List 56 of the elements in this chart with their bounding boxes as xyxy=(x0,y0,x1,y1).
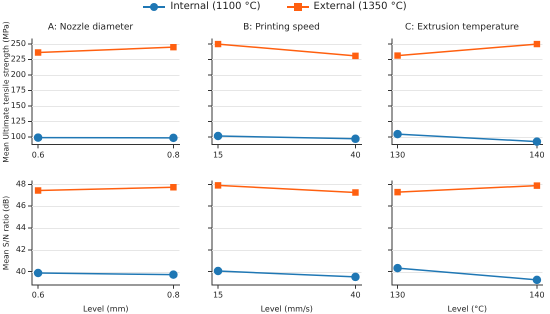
point xyxy=(351,272,360,282)
x-tick-label: 140 xyxy=(529,290,545,300)
y-tick-label: 46 xyxy=(16,201,26,210)
y-tick-label: 40 xyxy=(16,266,26,276)
y-tick-label: 225 xyxy=(10,54,26,64)
chart-title: A: Nozzle diameter xyxy=(48,22,134,33)
point xyxy=(34,133,42,142)
y-tick-label: 250 xyxy=(10,38,26,48)
x-tick-label: 0.6 xyxy=(32,290,44,300)
chart-title: B: Printing speed xyxy=(243,22,320,33)
x-axis-title: Level (mm/s) xyxy=(260,304,313,314)
x-tick-label: 140 xyxy=(529,150,545,160)
x-tick-label: 130 xyxy=(390,290,406,300)
point xyxy=(393,264,402,272)
x-tick-label: 40 xyxy=(350,150,361,160)
point xyxy=(214,132,222,140)
point xyxy=(170,44,177,50)
y-tick-label: 200 xyxy=(10,70,26,79)
point xyxy=(352,189,359,196)
y-tick-label: 100 xyxy=(10,132,26,142)
x-tick-label: 15 xyxy=(212,290,224,300)
y-tick-label: 125 xyxy=(10,116,26,126)
point xyxy=(393,130,402,138)
x-tick-label: 15 xyxy=(212,150,224,160)
legend-label: External (1350 °C) xyxy=(314,1,407,12)
point xyxy=(351,134,360,144)
point xyxy=(169,270,178,279)
y-tick-label: 150 xyxy=(10,100,26,110)
point xyxy=(214,182,222,189)
point xyxy=(394,188,401,196)
point xyxy=(34,268,42,278)
x-tick-label: 40 xyxy=(350,290,361,300)
x-axis-title: Level (mm) xyxy=(83,304,128,314)
x-tick-label: 0.8 xyxy=(167,150,180,160)
y-tick-label: 175 xyxy=(10,85,26,94)
point xyxy=(534,182,540,189)
y-tick-label: 42 xyxy=(16,244,26,254)
y-tick-label: 44 xyxy=(16,223,26,232)
chart-title: C: Extrusion temperature xyxy=(405,22,520,33)
x-tick-label: 0.6 xyxy=(32,150,44,160)
x-axis-title: Level (°C) xyxy=(448,304,487,314)
point xyxy=(214,40,222,48)
point xyxy=(170,184,177,190)
point xyxy=(169,134,178,142)
point xyxy=(394,52,401,59)
point xyxy=(214,266,222,276)
point xyxy=(34,49,42,56)
legend-label: Internal (1100 °C) xyxy=(170,1,261,12)
point xyxy=(532,137,542,146)
point xyxy=(352,52,359,60)
point xyxy=(34,187,42,194)
x-tick-label: 130 xyxy=(390,150,406,160)
point xyxy=(534,40,540,48)
y-tick-label: 48 xyxy=(16,179,26,188)
point xyxy=(532,276,542,284)
x-tick-label: 0.8 xyxy=(167,290,180,300)
